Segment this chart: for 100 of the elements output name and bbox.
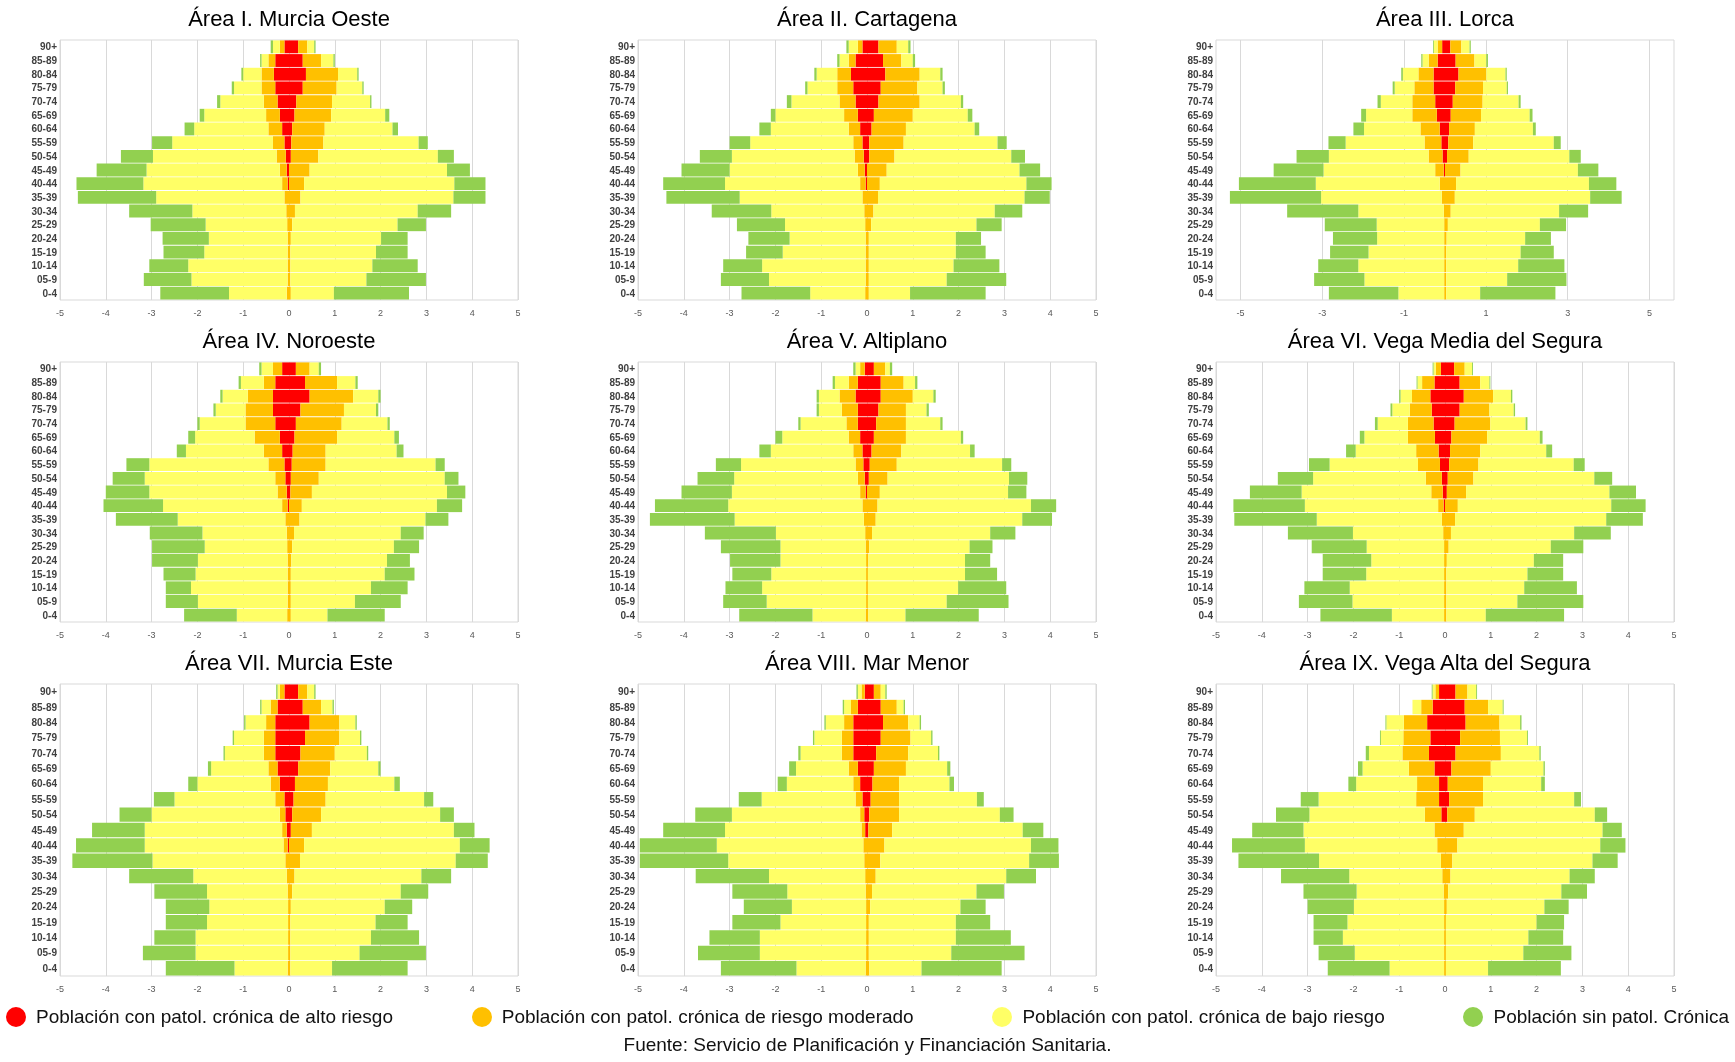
x-tick-label: 4 (1047, 629, 1053, 640)
y-tick-label: 10-14 (1187, 582, 1214, 594)
y-tick-label: 50-54 (31, 809, 58, 821)
y-tick-label: 65-69 (31, 109, 58, 121)
y-tick-label: 35-39 (609, 191, 636, 203)
y-tick-label: 35-39 (31, 191, 58, 203)
chart-title: Área V. Altiplano (786, 327, 948, 353)
y-tick-label: 40-44 (609, 839, 636, 851)
x-tick-label: 5 (1671, 629, 1677, 640)
legend-label: Población con patol. crónica de alto riesgo (36, 1006, 394, 1028)
y-tick-label: 05-9 (36, 947, 58, 959)
y-tick-label: 55-59 (1187, 793, 1214, 805)
y-tick-label: 30-34 (1187, 527, 1214, 539)
x-tick-label: -1 (1395, 983, 1404, 994)
y-tick-label: 85-89 (609, 701, 636, 713)
x-tick-label: -5 (55, 983, 65, 994)
y-tick-label: 90+ (1196, 686, 1214, 698)
x-tick-label: -5 (1211, 629, 1221, 640)
y-tick-label: 25-29 (1187, 885, 1214, 897)
y-tick-label: 75-79 (31, 732, 58, 744)
y-tick-label: 45-49 (1187, 164, 1214, 176)
y-tick-label: 65-69 (609, 431, 636, 443)
y-tick-label: 15-19 (1187, 246, 1214, 258)
x-tick-label: -5 (633, 983, 643, 994)
y-tick-label: 55-59 (31, 459, 58, 471)
y-tick-label: 45-49 (1187, 824, 1214, 836)
y-tick-label: 30-34 (609, 205, 636, 217)
x-tick-label: 2 (956, 983, 962, 994)
y-tick-label: 25-29 (31, 541, 58, 553)
y-tick-label: 75-79 (1187, 732, 1214, 744)
y-tick-label: 10-14 (1187, 260, 1214, 272)
y-tick-label: 50-54 (31, 150, 58, 162)
y-tick-label: 45-49 (609, 164, 636, 176)
x-tick-label: 2 (378, 307, 384, 318)
x-tick-label: -5 (633, 629, 643, 640)
y-tick-label: 75-79 (1187, 404, 1214, 416)
y-tick-label: 70-74 (609, 96, 636, 108)
x-tick-label: -1 (239, 983, 248, 994)
chart-title: Área VI. Vega Media del Segura (1287, 327, 1603, 353)
x-tick-label: 1 (1488, 629, 1494, 640)
y-tick-label: 40-44 (31, 839, 58, 851)
y-tick-label: 10-14 (31, 260, 58, 272)
y-tick-label: 65-69 (1187, 431, 1214, 443)
y-tick-label: 90+ (40, 363, 58, 375)
legend-label: Población sin patol. Crónica (1493, 1006, 1729, 1028)
y-tick-label: 25-29 (1187, 219, 1214, 231)
y-tick-label: 0-4 (1198, 962, 1214, 974)
y-tick-label: 65-69 (1187, 109, 1214, 121)
y-tick-label: 55-59 (31, 793, 58, 805)
x-tick-label: 5 (515, 983, 521, 994)
x-tick-label: 2 (378, 983, 384, 994)
y-tick-label: 90+ (618, 686, 636, 698)
y-tick-label: 20-24 (609, 232, 636, 244)
y-tick-label: 15-19 (609, 568, 636, 580)
y-tick-label: 55-59 (31, 137, 58, 149)
y-tick-label: 80-84 (31, 716, 58, 728)
y-tick-label: 35-39 (31, 513, 58, 525)
x-tick-label: -4 (101, 983, 110, 994)
y-tick-label: 45-49 (609, 824, 636, 836)
legend-label: Población con patol. crónica de riesgo moderado (501, 1006, 914, 1028)
x-tick-label: 5 (1093, 629, 1099, 640)
y-tick-label: 05-9 (1192, 273, 1214, 285)
y-tick-label: 60-64 (609, 123, 636, 135)
y-tick-label: 65-69 (609, 763, 636, 775)
x-tick-label: 0 (864, 983, 870, 994)
x-tick-label: -4 (1257, 629, 1266, 640)
y-tick-label: 90+ (618, 41, 636, 53)
x-tick-label: 2 (1534, 983, 1540, 994)
y-tick-label: 15-19 (31, 568, 58, 580)
y-tick-label: 30-34 (609, 527, 636, 539)
y-tick-label: 80-84 (609, 716, 636, 728)
y-tick-label: 40-44 (1187, 500, 1214, 512)
x-tick-label: -1 (1395, 629, 1404, 640)
x-tick-label: 0 (1442, 629, 1448, 640)
y-tick-label: 15-19 (1187, 568, 1214, 580)
y-tick-label: 80-84 (1187, 390, 1214, 402)
x-tick-label: 5 (1646, 307, 1652, 318)
y-tick-label: 70-74 (1187, 418, 1214, 430)
y-tick-label: 10-14 (31, 582, 58, 594)
x-tick-label: -3 (1303, 629, 1312, 640)
x-tick-label: -2 (193, 983, 202, 994)
y-tick-label: 50-54 (1187, 150, 1214, 162)
y-tick-label: 40-44 (31, 500, 58, 512)
x-tick-label: 4 (1047, 983, 1053, 994)
x-tick-label: -2 (771, 983, 780, 994)
y-tick-label: 75-79 (609, 732, 636, 744)
x-tick-label: 1 (332, 983, 338, 994)
chart-title: Área III. Lorca (1375, 5, 1515, 31)
x-tick-label: -3 (1318, 307, 1327, 318)
y-tick-label: 60-64 (31, 123, 58, 135)
x-tick-label: 5 (515, 307, 521, 318)
x-tick-label: -5 (633, 307, 643, 318)
x-tick-label: -5 (1211, 983, 1221, 994)
y-tick-label: 85-89 (31, 701, 58, 713)
y-tick-label: 30-34 (31, 205, 58, 217)
y-tick-label: 45-49 (31, 824, 58, 836)
chart-title: Área II. Cartagena (777, 5, 958, 31)
y-tick-label: 70-74 (31, 96, 58, 108)
y-tick-label: 90+ (618, 363, 636, 375)
x-tick-label: 3 (1001, 983, 1007, 994)
